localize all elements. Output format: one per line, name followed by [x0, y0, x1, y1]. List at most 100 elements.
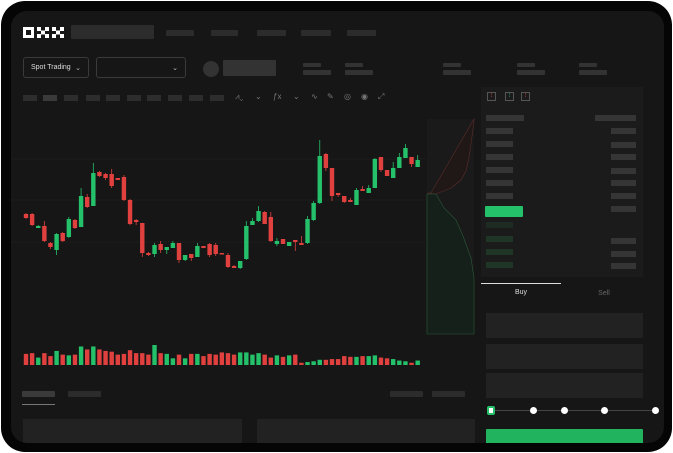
timeframe-button[interactable]: [64, 95, 78, 101]
bid-amount: [611, 263, 636, 269]
candle-body: [219, 253, 225, 255]
candle: [54, 233, 59, 255]
slider-step-100[interactable]: [652, 407, 659, 414]
chart-type-icon[interactable]: ⩘⌄: [235, 92, 244, 101]
candle: [238, 261, 243, 269]
tab-order-history[interactable]: [68, 391, 101, 397]
volume-bar: [121, 353, 127, 365]
volume-bar: [231, 354, 237, 365]
screenshot-icon[interactable]: ◉: [361, 92, 368, 101]
timeframe-button-active[interactable]: [43, 95, 57, 101]
candle-body: [286, 242, 292, 246]
candle-body: [293, 240, 298, 242]
timeframe-button[interactable]: [127, 95, 141, 101]
candle-body: [342, 196, 347, 202]
candlestick-chart[interactable]: [11, 108, 476, 368]
timeframe-button[interactable]: [86, 95, 100, 101]
ask-amount: [611, 168, 636, 174]
candle-body: [66, 219, 72, 237]
candle: [158, 241, 163, 253]
candle-body: [268, 217, 273, 241]
leverage-slider[interactable]: [491, 410, 656, 411]
fx-icon[interactable]: ƒx: [273, 92, 282, 101]
slider-step-75[interactable]: [601, 407, 608, 414]
indicator-icon[interactable]: ⌄: [255, 92, 262, 101]
ask-price[interactable]: [486, 154, 513, 160]
nav-item[interactable]: [166, 30, 194, 36]
timeframe-button[interactable]: [168, 95, 182, 101]
bid-price[interactable]: [486, 236, 513, 242]
volume-bar: [164, 353, 169, 365]
market-type-dropdown[interactable]: Spot Trading ⌄: [23, 57, 89, 78]
volume-bar: [54, 350, 59, 365]
bid-price[interactable]: [486, 249, 513, 255]
line-tool-icon[interactable]: ∿: [311, 92, 318, 101]
stat-label: [579, 63, 597, 67]
volume-bar: [378, 357, 384, 365]
pair-dropdown[interactable]: ⌄: [96, 57, 186, 78]
candle-body: [103, 174, 108, 178]
ask-price[interactable]: [486, 167, 513, 173]
search-bar[interactable]: [71, 25, 154, 39]
volume-bar: [348, 356, 353, 365]
volume-bar: [36, 357, 41, 365]
buy-button[interactable]: [486, 429, 643, 443]
candle: [219, 253, 225, 255]
candle-body: [231, 266, 237, 268]
nav-item[interactable]: [301, 30, 331, 36]
fullscreen-icon[interactable]: ⤢: [378, 92, 385, 101]
candle: [29, 213, 35, 226]
candle-body: [152, 245, 157, 254]
orderbook-asks-icon[interactable]: ⁝: [521, 92, 530, 101]
orderbook-header: [486, 115, 524, 121]
chevron-down-icon[interactable]: ⌄: [293, 92, 300, 101]
amount-input[interactable]: [486, 344, 643, 369]
slider-handle[interactable]: [487, 406, 495, 415]
tab-sell[interactable]: Sell: [598, 290, 610, 297]
candle: [85, 194, 90, 208]
candle-body: [372, 159, 378, 188]
slider-step-25[interactable]: [530, 407, 537, 414]
ask-price[interactable]: [486, 180, 513, 186]
candle: [409, 157, 414, 167]
pencil-icon[interactable]: ✎: [327, 92, 334, 101]
candle: [268, 212, 273, 242]
bid-price[interactable]: [486, 262, 513, 268]
candle-body: [42, 226, 47, 241]
orderbook-bids-icon[interactable]: ⁝: [505, 92, 514, 101]
ask-price[interactable]: [486, 128, 513, 134]
candle-body: [97, 172, 102, 176]
tab-buy[interactable]: Buy: [514, 289, 528, 296]
total-input[interactable]: [486, 373, 643, 398]
orderbook-both-icon[interactable]: ⁝: [487, 92, 496, 101]
filter-button[interactable]: [432, 391, 465, 397]
candle: [378, 157, 384, 172]
tab-open-orders[interactable]: [22, 391, 55, 397]
timeframe-button[interactable]: [189, 95, 203, 101]
settings-icon[interactable]: ◎: [344, 92, 351, 101]
volume-bar: [170, 358, 176, 365]
candle: [189, 254, 194, 261]
market-type-label: Spot Trading: [31, 64, 71, 71]
candle-body: [207, 244, 212, 255]
timeframe-button[interactable]: [23, 95, 37, 101]
bid-price[interactable]: [486, 222, 513, 228]
volume-bar: [268, 357, 273, 365]
filter-button[interactable]: [390, 391, 423, 397]
nav-item[interactable]: [211, 30, 238, 36]
candle-body: [329, 168, 335, 196]
nav-item[interactable]: [257, 30, 286, 36]
timeframe-button[interactable]: [147, 95, 161, 101]
candle-body: [36, 226, 41, 228]
price-input[interactable]: [486, 313, 643, 338]
slider-step-50[interactable]: [561, 407, 568, 414]
nav-item[interactable]: [347, 30, 376, 36]
ask-price[interactable]: [486, 193, 513, 199]
ask-price[interactable]: [486, 141, 513, 147]
timeframe-button[interactable]: [210, 95, 224, 101]
volume-bar: [225, 353, 231, 365]
volume-bar: [409, 362, 414, 365]
candle: [311, 201, 316, 221]
active-tab-underline: [22, 404, 55, 405]
timeframe-button[interactable]: [106, 95, 120, 101]
